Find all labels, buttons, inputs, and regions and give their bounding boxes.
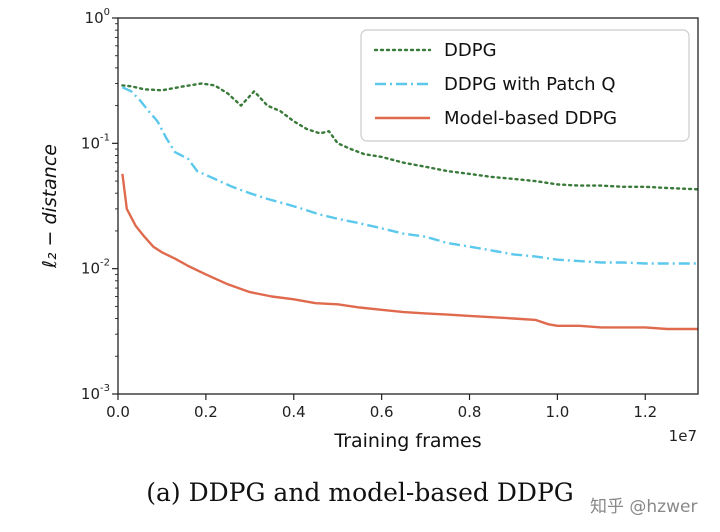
x-tick-label: 0.6 xyxy=(370,403,394,421)
legend-items: DDPG DDPG with Patch Q Model-based DDPG xyxy=(373,40,617,129)
legend-label-3: Model-based DDPG xyxy=(444,108,617,129)
x-tick-label: 0.2 xyxy=(194,403,218,421)
y-tick-label: 10-1 xyxy=(81,132,110,152)
series-line-3 xyxy=(121,173,698,331)
figure-caption: (a) DDPG and model-based DDPG xyxy=(146,478,574,507)
x-axis-multiplier: 1e7 xyxy=(669,427,697,445)
watermark: 知乎 @hzwer xyxy=(590,497,698,517)
y-axis-label: ℓ₂ − distance xyxy=(39,144,61,269)
series-line-1 xyxy=(121,82,700,191)
y-tick-label: 100 xyxy=(85,7,110,27)
chart: 0.0 0.2 0.4 0.6 0.8 1.0 1.2 100 10-1 10-2 10-3 Tr… xyxy=(39,7,700,452)
x-tick-label: 1.2 xyxy=(633,403,657,421)
plot-frame xyxy=(117,17,699,395)
legend-label-2: DDPG with Patch Q xyxy=(444,74,615,95)
x-tick-label: 0.8 xyxy=(458,403,482,421)
x-axis-ticks: 0.0 0.2 0.4 0.6 0.8 1.0 1.2 xyxy=(106,394,657,421)
x-tick-label: 0.4 xyxy=(282,403,306,421)
x-tick-label: 1.0 xyxy=(545,403,569,421)
series-layer xyxy=(121,82,700,331)
legend-label-1: DDPG xyxy=(444,40,497,61)
x-axis-label: Training frames xyxy=(333,430,481,452)
x-tick-label: 0.0 xyxy=(106,403,130,421)
y-axis-ticks: 100 10-1 10-2 10-3 xyxy=(81,7,118,403)
legend: DDPG DDPG with Patch Q Model-based DDPG xyxy=(360,29,690,142)
y-tick-label: 10-2 xyxy=(81,258,110,278)
legend-box xyxy=(360,29,690,142)
y-tick-label: 10-3 xyxy=(81,383,110,403)
